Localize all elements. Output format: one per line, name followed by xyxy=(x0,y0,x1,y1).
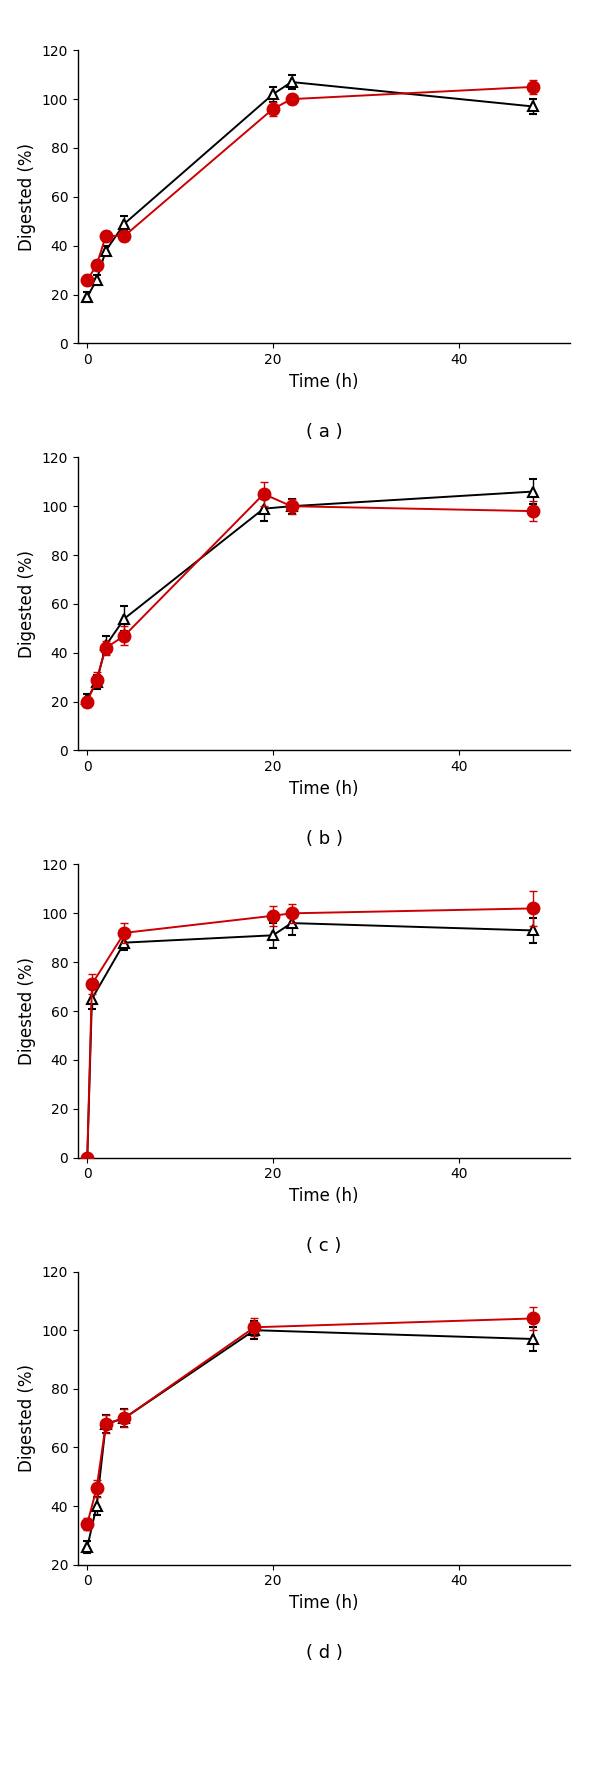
X-axis label: Time (h): Time (h) xyxy=(289,781,359,798)
Text: ( b ): ( b ) xyxy=(305,830,343,848)
X-axis label: Time (h): Time (h) xyxy=(289,1595,359,1612)
X-axis label: Time (h): Time (h) xyxy=(289,373,359,391)
Text: ( d ): ( d ) xyxy=(305,1644,343,1662)
Text: ( a ): ( a ) xyxy=(305,423,343,441)
X-axis label: Time (h): Time (h) xyxy=(289,1188,359,1205)
Y-axis label: Digested (%): Digested (%) xyxy=(19,958,37,1066)
Y-axis label: Digested (%): Digested (%) xyxy=(19,1365,37,1473)
Y-axis label: Digested (%): Digested (%) xyxy=(19,143,37,251)
Y-axis label: Digested (%): Digested (%) xyxy=(19,550,37,658)
Text: ( c ): ( c ) xyxy=(307,1237,341,1255)
